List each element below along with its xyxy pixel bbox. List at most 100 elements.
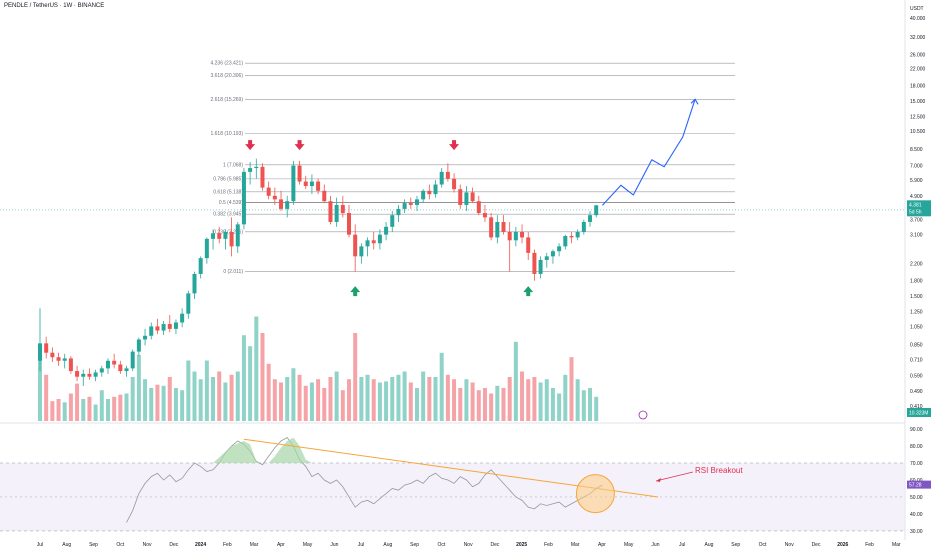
volume-bar: [458, 388, 463, 421]
candle-body: [396, 208, 401, 216]
fib-level-label: 0.382 (3.945): [213, 212, 243, 218]
candle-body: [173, 322, 178, 329]
volume-bar: [87, 396, 92, 421]
candle-body: [112, 360, 117, 365]
candle-body: [143, 335, 148, 340]
projection-path[interactable]: [601, 98, 699, 206]
arrow-up-icon: [523, 286, 534, 297]
volume-bar: [495, 385, 500, 421]
arrow-down-icon: [294, 140, 305, 151]
candle-body: [309, 181, 314, 187]
fib-level-label: 3.618 (20.306): [210, 73, 243, 79]
volume-bar: [588, 388, 593, 421]
volume-bar: [402, 371, 407, 421]
candle-body: [229, 231, 234, 247]
candle-body: [279, 199, 284, 209]
candle-body: [489, 217, 494, 238]
candlesticks: [38, 158, 599, 386]
candle-body: [217, 233, 222, 239]
volume-bar: [575, 379, 580, 421]
candle-body: [272, 195, 277, 200]
volume-bar: [464, 379, 469, 421]
candle-body: [408, 203, 413, 205]
candle-body: [452, 178, 457, 190]
volume-bar: [204, 360, 209, 421]
rsi-tag-bg: [907, 480, 931, 489]
volume-bar: [229, 374, 234, 421]
time-tick-label: 2024: [195, 542, 206, 548]
volume-bar: [452, 379, 457, 421]
price-tick-label: 5.900: [910, 178, 923, 184]
annotation-arrow: [655, 471, 694, 482]
volume-bar: [433, 377, 438, 421]
candle-body: [297, 165, 302, 182]
candle-body: [359, 246, 364, 257]
volume-bar: [340, 390, 345, 421]
volume-bar: [211, 377, 216, 421]
volume-bar: [470, 382, 475, 421]
fib-level-label: 1 (7.068): [223, 162, 243, 168]
price-tick-label: 40.000: [910, 16, 926, 22]
candle-body: [588, 215, 593, 222]
price-tick-label: 0.410: [910, 404, 923, 410]
countdown-label: 5d 5h: [909, 209, 922, 215]
candle-body: [575, 231, 580, 238]
candle-body: [371, 240, 376, 244]
volume-bar: [371, 379, 376, 421]
time-tick-label: Sep: [731, 542, 740, 548]
volume-bar: [118, 394, 123, 421]
candle-body: [445, 171, 450, 179]
fib-level-label: 0 (2.011): [223, 269, 243, 275]
time-tick-label: Jun: [651, 542, 659, 548]
candle-body: [316, 181, 321, 191]
price-tick-label: 8.500: [910, 147, 923, 153]
time-tick-label: Feb: [223, 542, 232, 548]
price-tick-label: 0.590: [910, 373, 923, 379]
time-tick-label: Aug: [62, 542, 71, 548]
candle-body: [550, 251, 555, 257]
volume-bar: [347, 379, 351, 421]
price-tick-label: 4.900: [910, 194, 923, 200]
candle-body: [557, 246, 562, 252]
price-tick-label: 0.710: [910, 358, 923, 364]
price-tick-label: 10.500: [910, 129, 926, 135]
volume-bar: [322, 388, 327, 421]
axes: 40.000 32.000 26.000 22.000 18.000 15.000 12.5…: [37, 6, 931, 548]
volume-bar: [396, 374, 401, 421]
candle-body: [56, 357, 61, 361]
fib-retracement[interactable]: 0 (2.011) 0.236 (3.206) 0.382 (3.945) 0.5 (…: [0, 61, 905, 275]
time-tick-label: Jul: [679, 542, 685, 548]
volume-bar: [414, 388, 419, 421]
volume-bar: [161, 385, 166, 421]
current-price-label: 4.381: [909, 202, 922, 208]
fib-level-label: 2.618 (15.269): [210, 97, 243, 103]
time-tick-label: Apr: [598, 542, 606, 548]
candle-body: [544, 256, 549, 260]
candle-body: [581, 221, 586, 232]
volume-bar: [167, 377, 172, 421]
volume-bar: [130, 377, 135, 421]
candle-body: [458, 189, 463, 205]
time-tick-label: Nov: [785, 542, 794, 548]
volume-bar: [149, 388, 154, 421]
volume-bar: [507, 377, 512, 421]
candle-body: [75, 371, 80, 377]
price-tick-label: 0.850: [910, 342, 923, 348]
candle-body: [291, 165, 296, 202]
volume-tag: 10.323M: [907, 408, 931, 417]
rsi-line: [126, 437, 603, 523]
volume-bar: [594, 396, 599, 421]
rsi-tag: 57.28: [907, 480, 931, 489]
rsi-tick-label: 70.00: [910, 461, 923, 467]
time-tick-label: Feb: [865, 542, 874, 548]
volume-bar: [520, 371, 525, 421]
lightning-icon: [638, 410, 648, 420]
volume-bar: [112, 396, 117, 421]
price-tick-label: 1.050: [910, 324, 923, 330]
candle-body: [81, 373, 86, 377]
rsi-pane[interactable]: RSI Breakout: [0, 437, 905, 532]
candle-body: [167, 324, 172, 329]
rsi-tick-label: 80.00: [910, 444, 923, 450]
